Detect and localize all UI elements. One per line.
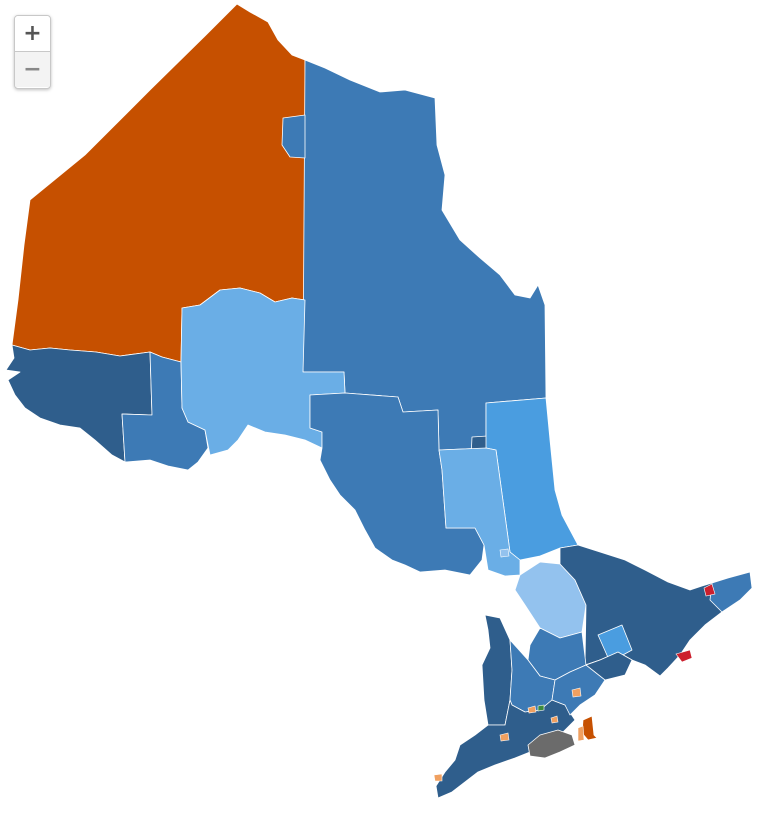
region-welland[interactable] <box>577 725 585 742</box>
zoom-out-button[interactable]: − <box>15 52 50 87</box>
region-glengarry[interactable] <box>709 571 753 613</box>
region-greater-toronto[interactable] <box>551 659 606 716</box>
region-niagara-centre[interactable] <box>581 715 598 741</box>
region-niagara-west[interactable] <box>527 729 576 759</box>
zoom-control: + − <box>14 15 51 89</box>
region-hamilton-centre[interactable] <box>550 715 559 724</box>
zoom-in-button[interactable]: + <box>15 16 50 52</box>
region-kenora-rainy-river[interactable] <box>5 344 153 463</box>
region-windsor[interactable] <box>433 773 443 782</box>
region-southwestern-ontario[interactable] <box>435 699 576 799</box>
region-london[interactable] <box>499 732 510 742</box>
region-mushkegowuk-notch <box>281 114 306 159</box>
region-toronto-core[interactable] <box>571 687 582 698</box>
region-ottawa-centre[interactable] <box>703 583 716 597</box>
region-nickel-belt[interactable] <box>438 447 521 577</box>
region-kingston[interactable] <box>675 649 693 663</box>
region-renfrew[interactable] <box>597 624 633 663</box>
region-guelph[interactable] <box>537 704 545 712</box>
region-kitchener[interactable] <box>527 705 537 714</box>
region-bruce-grey[interactable] <box>481 614 513 726</box>
region-sudbury[interactable] <box>499 548 510 558</box>
region-york[interactable] <box>585 651 633 681</box>
region-algoma-manitoulin[interactable] <box>309 392 485 576</box>
